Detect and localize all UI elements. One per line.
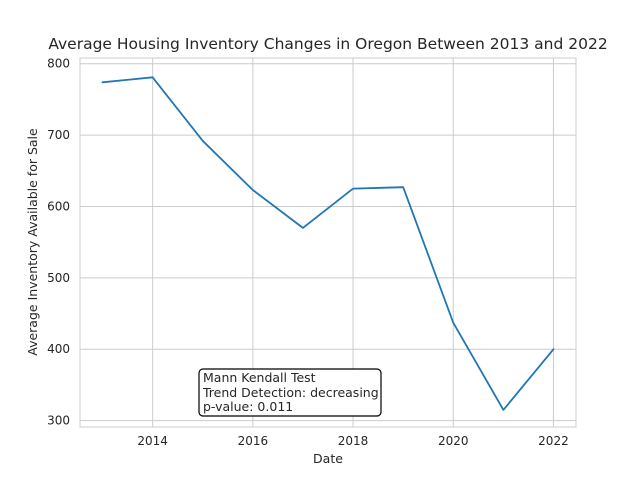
data-point: [100, 80, 105, 85]
x-axis-label: Date: [313, 451, 343, 466]
y-axis-label: Average Inventory Available for Sale: [25, 128, 40, 356]
data-point: [300, 225, 305, 230]
annotation-line-2: Trend Detection: decreasing: [202, 385, 379, 400]
data-point: [401, 185, 406, 190]
x-tick-label: 2016: [238, 434, 269, 448]
data-point: [551, 347, 556, 352]
annotation-line-3: p-value: 0.011: [203, 399, 293, 414]
y-tick-label: 500: [47, 271, 70, 285]
annotation-frame: [198, 368, 382, 417]
plot-frame: [79, 57, 577, 428]
data-point: [250, 188, 255, 193]
data-point: [451, 320, 456, 325]
y-tick-label: 700: [47, 128, 70, 142]
plot-background: [80, 58, 576, 427]
x-tick-label: 2018: [338, 434, 369, 448]
y-tick-labels: 300 400 500 600 700 800: [47, 57, 70, 428]
data-point: [351, 186, 356, 191]
grid: [80, 58, 576, 427]
y-tick-label: 400: [47, 342, 70, 356]
y-tick-label: 600: [47, 199, 70, 213]
annotation-line-1: Mann Kendall Test: [203, 370, 316, 385]
x-tick-label: 2014: [137, 434, 168, 448]
x-tick-label: 2020: [438, 434, 469, 448]
data-point: [501, 407, 506, 412]
annotation-box: Mann Kendall Test Trend Detection: decre…: [198, 368, 382, 417]
x-tick-label: 2022: [538, 434, 569, 448]
data-point: [150, 75, 155, 80]
plot-area: [79, 57, 577, 428]
data-point: [200, 138, 205, 143]
chart-title: Average Housing Inventory Changes in Ore…: [48, 35, 607, 53]
series-line: [101, 76, 555, 411]
y-tick-label: 800: [47, 57, 70, 71]
x-tick-labels: 2014 2016 2018 2020 2022: [137, 434, 568, 448]
y-tick-label: 300: [47, 414, 70, 428]
